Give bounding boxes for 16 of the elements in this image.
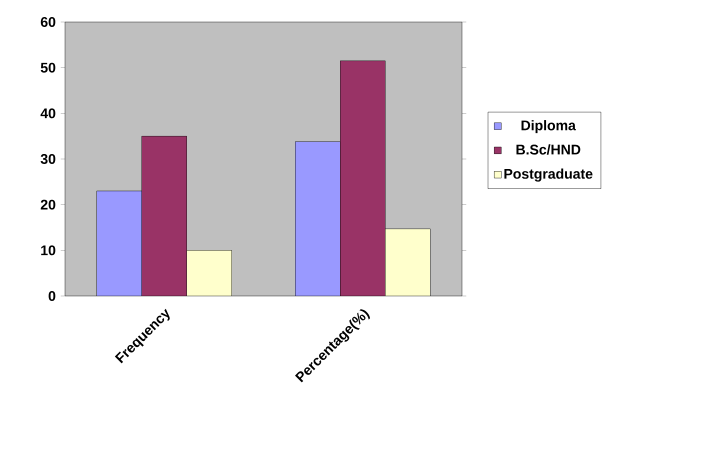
legend-label: Diploma bbox=[522, 120, 576, 134]
legend-label: B.Sc/HND bbox=[516, 144, 580, 155]
y-tick-label: 0 bbox=[48, 291, 56, 301]
y-tick-label: 20 bbox=[40, 200, 56, 210]
bar bbox=[142, 136, 187, 296]
y-tick-label: 30 bbox=[40, 154, 56, 164]
y-tick-label: 10 bbox=[41, 245, 56, 256]
bar bbox=[295, 141, 340, 296]
bar bbox=[186, 250, 232, 296]
y-tick-label: 60 bbox=[40, 17, 56, 27]
legend-label: Postgraduate bbox=[504, 168, 592, 182]
y-tick-label: 40 bbox=[40, 108, 56, 118]
bar bbox=[385, 228, 430, 296]
bar bbox=[340, 60, 386, 296]
bar bbox=[96, 190, 142, 296]
y-tick-label: 50 bbox=[40, 62, 56, 73]
